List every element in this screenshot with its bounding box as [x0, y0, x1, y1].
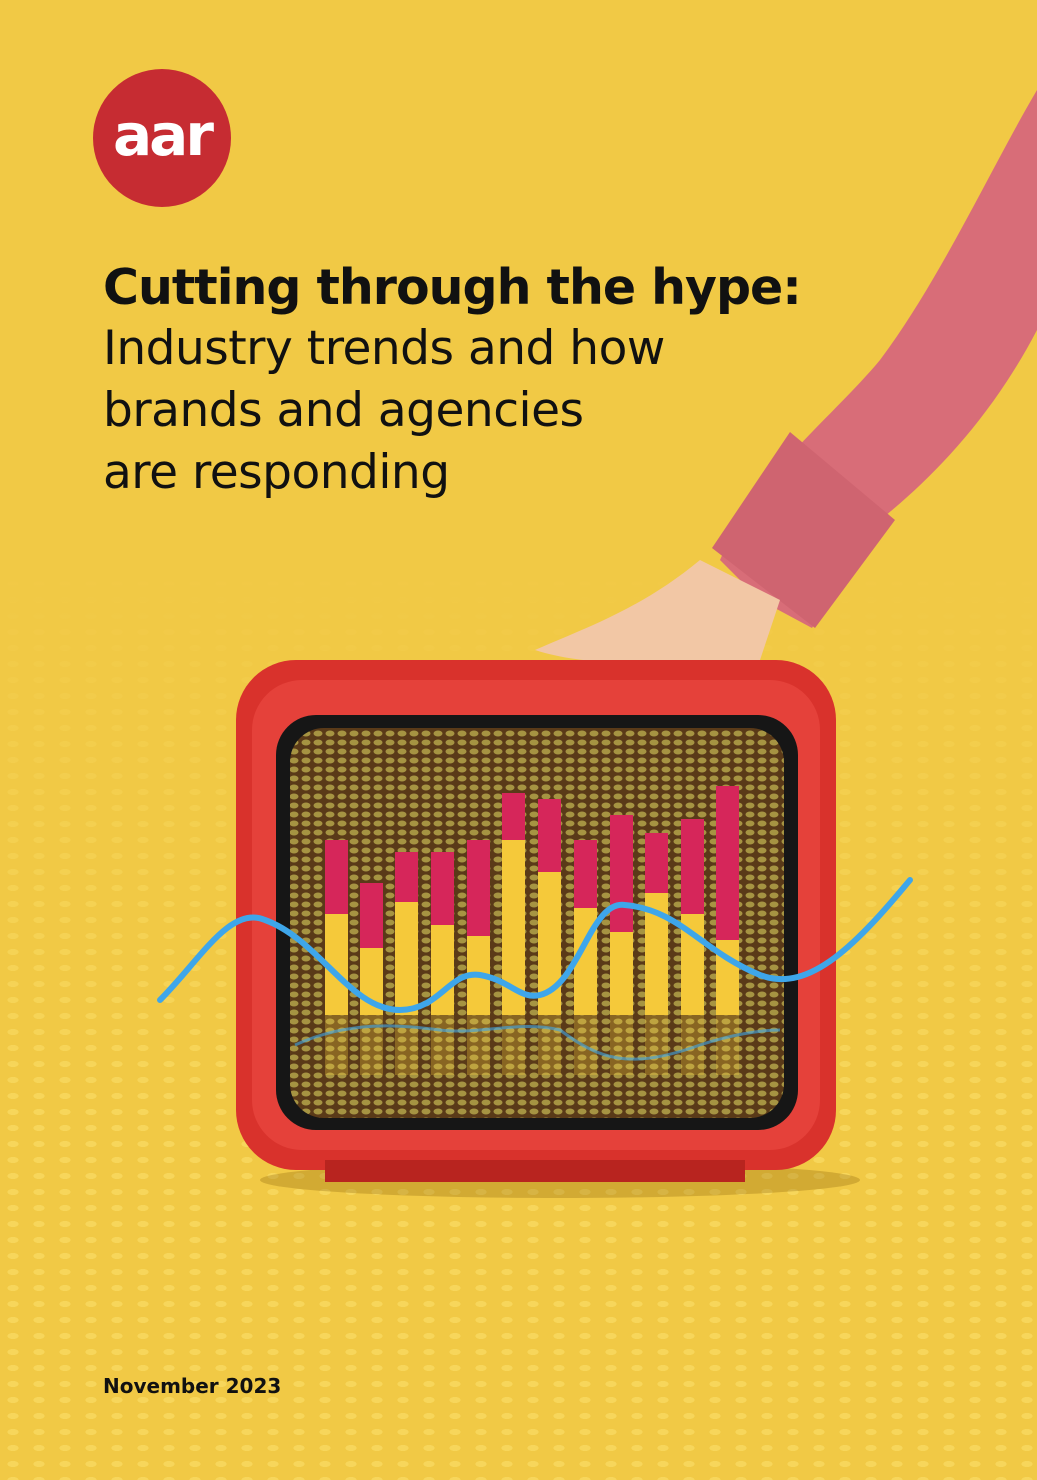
illustration-bar-top	[467, 840, 490, 936]
illustration-bar-bottom	[538, 872, 561, 1015]
headline: Cutting through the hype:	[103, 259, 802, 316]
illustration-bar-top	[325, 840, 348, 914]
logo-text: aar	[113, 101, 214, 169]
cuff	[712, 432, 895, 628]
wave-line	[157, 877, 913, 1014]
cover-title: Cutting through the hype: Industry trend…	[103, 258, 802, 504]
illustration-bar-top	[610, 815, 633, 932]
illustration-bar-reflection	[538, 1015, 561, 1075]
publication-date: November 2023	[103, 1374, 282, 1398]
illustration-bar-reflection	[395, 1015, 418, 1075]
illustration-bar-bottom	[502, 840, 525, 1015]
illustration-bar-top	[502, 793, 525, 840]
illustration-bar-reflection	[610, 1015, 633, 1075]
illustration-bar-reflection	[360, 1015, 383, 1075]
illustration-bar-top	[681, 819, 704, 914]
illustration-bar-top	[716, 786, 739, 940]
illustration-bar-top	[538, 799, 561, 872]
illustration-bar-bottom	[610, 932, 633, 1015]
illustration-bar-reflection	[431, 1015, 454, 1075]
illustration-bar-reflection	[574, 1015, 597, 1075]
illustration-bar-reflection	[681, 1015, 704, 1075]
hand	[535, 560, 780, 662]
illustration-bar-top	[574, 840, 597, 908]
subtitle-line: brands and agencies	[103, 383, 584, 438]
illustration-bar-reflection	[716, 1015, 739, 1075]
subtitle-line: are responding	[103, 445, 450, 500]
aar-logo: aar	[93, 69, 231, 207]
illustration-bar-bottom	[395, 902, 418, 1015]
illustration-bar-reflection	[325, 1015, 348, 1075]
subtitle-line: Industry trends and how	[103, 321, 665, 376]
illustration-bar-top	[645, 833, 668, 893]
illustration-bar-top	[431, 852, 454, 925]
illustration-bar-reflection	[645, 1015, 668, 1075]
illustration-bar-bottom	[645, 893, 668, 1015]
illustration-bar-top	[395, 852, 418, 902]
illustration-bar-bottom	[325, 914, 348, 1015]
illustration-bar-top	[360, 883, 383, 948]
illustration-bar-reflection	[502, 1015, 525, 1075]
illustration-bar-reflection	[467, 1015, 490, 1075]
